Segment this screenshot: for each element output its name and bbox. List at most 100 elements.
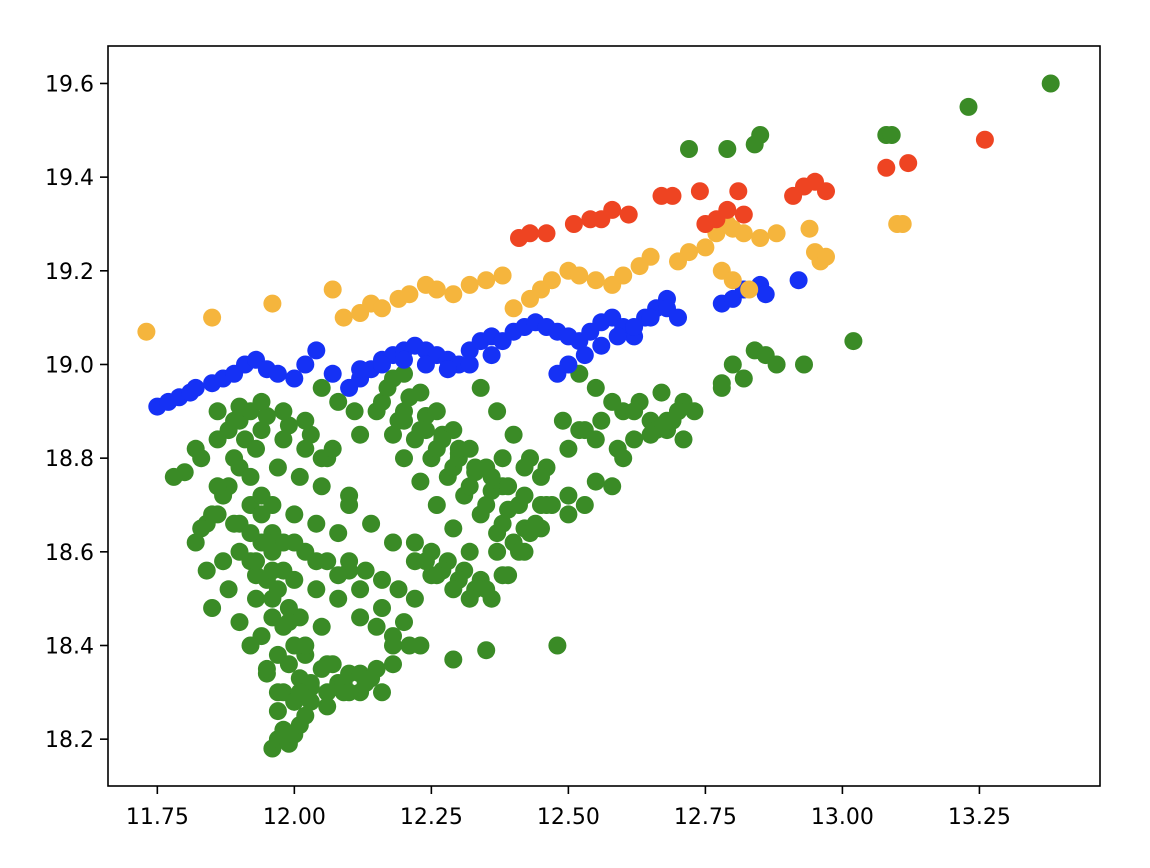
data-point xyxy=(795,355,813,374)
data-point xyxy=(252,421,271,440)
data-point xyxy=(312,477,331,496)
data-point xyxy=(493,566,512,585)
data-point xyxy=(882,126,901,144)
data-point xyxy=(279,613,298,632)
data-point xyxy=(285,369,304,388)
data-point xyxy=(214,552,233,571)
data-point xyxy=(203,308,222,327)
data-point xyxy=(373,683,391,702)
data-point xyxy=(789,271,808,290)
data-point xyxy=(1041,74,1060,93)
y-tick-label: 18.2 xyxy=(45,728,94,753)
data-point xyxy=(548,636,567,655)
data-point xyxy=(296,636,315,655)
data-point xyxy=(367,617,386,636)
data-point xyxy=(285,505,304,524)
data-point xyxy=(575,346,594,365)
data-point xyxy=(586,472,605,491)
x-tick-label: 13.00 xyxy=(811,805,874,830)
data-point xyxy=(323,655,342,674)
data-point xyxy=(521,224,539,243)
data-point xyxy=(290,683,309,702)
data-point xyxy=(318,683,337,702)
data-point xyxy=(340,683,359,702)
data-point xyxy=(274,430,293,449)
data-point xyxy=(334,308,353,327)
data-point xyxy=(690,182,709,201)
data-point xyxy=(362,514,381,533)
data-point xyxy=(482,467,501,486)
data-point xyxy=(329,392,348,411)
data-point xyxy=(767,355,786,374)
data-point xyxy=(373,355,391,374)
data-point xyxy=(553,411,572,430)
data-point xyxy=(625,430,644,449)
data-point xyxy=(444,285,463,304)
data-point xyxy=(296,355,315,374)
data-point xyxy=(641,247,660,266)
data-point xyxy=(405,533,424,552)
data-point xyxy=(268,683,287,702)
data-point xyxy=(351,360,370,379)
data-point xyxy=(307,514,326,533)
data-point xyxy=(669,402,687,421)
data-point xyxy=(274,402,293,421)
data-point xyxy=(340,552,359,571)
data-point xyxy=(307,341,326,360)
data-point xyxy=(247,589,265,608)
data-point xyxy=(499,477,518,496)
data-point xyxy=(800,219,819,238)
data-point xyxy=(564,215,583,233)
data-point xyxy=(444,519,463,538)
data-point xyxy=(570,266,589,285)
data-point xyxy=(208,505,227,524)
y-axis: 18.2 18.4 18.6 18.8 19.0 19.2 19.4 19.6 xyxy=(45,72,108,753)
data-point xyxy=(488,402,507,421)
data-point xyxy=(592,336,611,355)
data-point xyxy=(460,589,479,608)
data-point xyxy=(844,332,863,351)
data-point xyxy=(493,449,512,468)
x-tick-label: 12.75 xyxy=(674,805,737,830)
data-point xyxy=(680,140,698,158)
y-tick-label: 19.6 xyxy=(45,72,94,97)
data-point xyxy=(592,411,611,430)
data-point xyxy=(247,566,265,585)
data-point xyxy=(515,458,534,477)
data-point xyxy=(362,669,381,688)
data-point xyxy=(767,224,786,243)
data-point xyxy=(405,589,424,608)
data-point xyxy=(329,524,348,543)
data-point xyxy=(225,449,244,468)
data-point xyxy=(718,200,737,219)
y-tick-label: 19.2 xyxy=(45,260,94,285)
data-point xyxy=(559,439,578,458)
data-point xyxy=(307,580,326,599)
data-point xyxy=(356,561,375,580)
data-point xyxy=(268,458,287,477)
data-point xyxy=(416,355,435,374)
series-0 xyxy=(164,74,1060,758)
data-point xyxy=(384,425,402,444)
data-point xyxy=(252,392,271,411)
data-point xyxy=(680,243,698,262)
data-point xyxy=(296,411,315,430)
data-point xyxy=(225,411,244,430)
data-point xyxy=(384,627,402,646)
data-point xyxy=(751,229,770,247)
series-3 xyxy=(510,130,994,247)
data-point xyxy=(296,706,315,725)
data-point xyxy=(411,383,430,402)
data-point xyxy=(208,477,227,496)
data-point xyxy=(619,205,638,224)
plot-frame xyxy=(107,45,1101,787)
data-point xyxy=(208,430,227,449)
data-point xyxy=(373,599,391,617)
data-point xyxy=(559,505,578,524)
data-point xyxy=(329,566,348,585)
data-point xyxy=(641,308,660,327)
data-point xyxy=(395,364,413,383)
data-point xyxy=(575,496,594,514)
x-tick-label: 12.25 xyxy=(400,805,463,830)
